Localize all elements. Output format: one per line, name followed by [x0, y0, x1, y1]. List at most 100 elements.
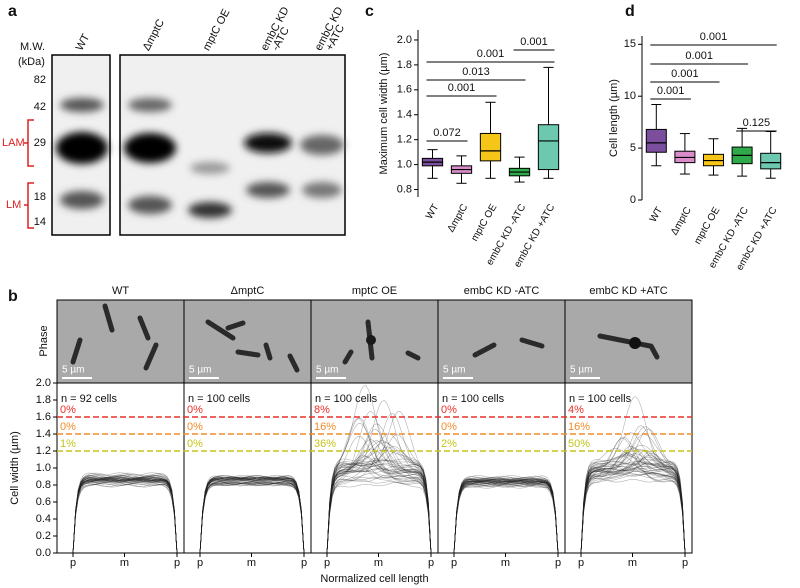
trace: [72, 475, 178, 554]
x-tick-label: m: [120, 557, 129, 569]
trace: [199, 482, 305, 554]
trace: [72, 482, 178, 554]
trace: [72, 484, 178, 554]
trace: [72, 474, 178, 554]
p-value: 0.072: [433, 127, 461, 139]
trace: [199, 477, 305, 554]
trace: [72, 481, 178, 554]
trace: [72, 479, 178, 554]
trace: [72, 479, 178, 554]
trace: [326, 446, 432, 554]
marker-label: 14: [34, 216, 46, 228]
trace: [580, 425, 686, 554]
trace: [72, 478, 178, 554]
trace: [199, 482, 305, 554]
trace: [326, 448, 432, 554]
trace: [580, 449, 686, 554]
row-label: Phase: [38, 325, 50, 356]
trace: [453, 478, 559, 554]
trace: [326, 410, 432, 554]
trace: [326, 458, 432, 554]
marker-label: 82: [34, 74, 46, 86]
box: [645, 128, 667, 153]
trace: [72, 476, 178, 554]
column-title: WT: [112, 285, 129, 297]
trace: [580, 462, 686, 554]
trace: [72, 477, 178, 554]
trace: [580, 464, 686, 554]
trace: [453, 476, 559, 554]
trace: [326, 400, 432, 554]
p-value: 0.001: [700, 31, 728, 43]
trace: [72, 481, 178, 554]
trace: [199, 482, 305, 554]
x-tick-label: m: [247, 557, 256, 569]
trace: [326, 476, 432, 554]
trace: [72, 480, 178, 554]
trace: [72, 478, 178, 554]
trace: [453, 477, 559, 554]
x-tick-label: p: [682, 557, 688, 569]
x-tick-label: mptC OE: [469, 202, 499, 243]
y-tick-label: 1.4: [36, 428, 51, 440]
y-tick-label: 1.2: [397, 134, 412, 146]
box: [760, 152, 782, 170]
trace: [199, 480, 305, 554]
trace: [453, 479, 559, 554]
x-tick-label: p: [428, 557, 434, 569]
percent-label: 0%: [60, 404, 76, 416]
marker-label: 29: [34, 137, 46, 149]
trace: [453, 483, 559, 554]
y-tick-label: 0.2: [36, 530, 51, 542]
trace: [326, 429, 432, 554]
p-value: 0.125: [743, 117, 771, 129]
trace: [453, 481, 559, 554]
trace: [199, 478, 305, 554]
x-tick-label: p: [555, 557, 561, 569]
trace: [453, 480, 559, 554]
trace: [326, 459, 432, 554]
trace: [326, 465, 432, 554]
trace: [453, 481, 559, 554]
trace: [326, 410, 432, 554]
trace: [453, 475, 559, 554]
trace: [199, 477, 305, 554]
y-tick-label: 0.0: [36, 547, 51, 559]
y-tick-label: 1.4: [397, 109, 412, 121]
trace: [326, 417, 432, 554]
trace: [72, 479, 178, 554]
trace: [326, 479, 432, 554]
p-value: 0.001: [671, 68, 699, 80]
trace: [199, 483, 305, 554]
trace: [199, 478, 305, 554]
trace: [326, 440, 432, 554]
trace: [199, 476, 305, 554]
trace: [580, 461, 686, 554]
trace: [453, 482, 559, 554]
trace: [580, 461, 686, 554]
trace: [580, 460, 686, 554]
trace: [72, 476, 178, 554]
blot-bands: [56, 98, 344, 218]
n-label: n = 92 cells: [61, 393, 117, 405]
trace: [453, 480, 559, 554]
trace: [580, 436, 686, 554]
x-tick-label: ΔmptC: [446, 202, 471, 234]
x-tick-label: m: [501, 557, 510, 569]
y-tick-label: 2.0: [36, 377, 51, 389]
trace: [580, 447, 686, 554]
trace: [580, 463, 686, 554]
trace: [199, 481, 305, 554]
percent-label: 0%: [60, 421, 76, 433]
x-tick-label: WT: [424, 202, 441, 221]
trace: [453, 478, 559, 554]
trace: [199, 477, 305, 554]
trace: [453, 483, 559, 554]
y-tick-label: 2.0: [397, 34, 412, 46]
n-label: n = 100 cells: [188, 393, 251, 405]
percent-label: 0%: [441, 421, 457, 433]
trace: [199, 480, 305, 554]
y-axis-label: Cell length (µm): [608, 79, 620, 157]
y-tick-label: 0.6: [36, 496, 51, 508]
